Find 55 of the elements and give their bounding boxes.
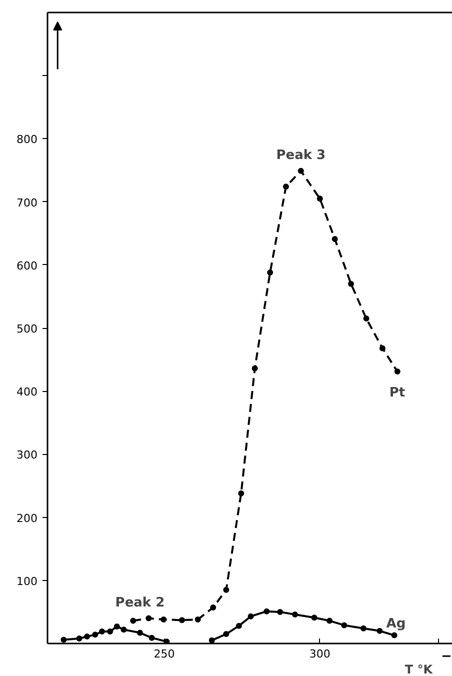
- y-tick-label: 700: [16, 196, 38, 210]
- point: [130, 618, 136, 624]
- point: [236, 622, 242, 629]
- point: [298, 168, 304, 174]
- point: [316, 196, 323, 202]
- y-tick-label: 400: [16, 386, 38, 399]
- point: [277, 608, 284, 615]
- point: [223, 631, 230, 638]
- point: [114, 623, 120, 630]
- y-tick-label: 800: [16, 133, 38, 146]
- point: [60, 636, 67, 643]
- point: [84, 634, 90, 640]
- point: [210, 604, 216, 611]
- y-tick-label: 300: [16, 448, 38, 462]
- point: [248, 613, 254, 620]
- point: [282, 184, 289, 190]
- point: [379, 345, 386, 352]
- point: [120, 626, 127, 633]
- point: [238, 490, 244, 496]
- point: [341, 622, 348, 628]
- annotation: Peak 2: [115, 595, 165, 610]
- x-tick-label: 250: [154, 648, 175, 660]
- point: [107, 628, 114, 635]
- series-label: Pt: [389, 386, 406, 401]
- point: [267, 269, 274, 276]
- point: [194, 616, 201, 623]
- point: [252, 365, 258, 372]
- y-tick-label: 200: [16, 512, 38, 525]
- point: [360, 625, 366, 632]
- point: [98, 628, 105, 635]
- series-label: Ag: [386, 616, 406, 632]
- point: [148, 634, 155, 641]
- y-tick-label: 500: [16, 322, 38, 336]
- point: [292, 611, 298, 618]
- point: [332, 236, 338, 242]
- annotation: Peak 3: [276, 148, 326, 163]
- point: [326, 618, 333, 624]
- point: [76, 635, 82, 642]
- point: [136, 630, 143, 636]
- point: [348, 280, 354, 287]
- point: [208, 637, 215, 644]
- x-axis-title: T °K: [404, 662, 434, 676]
- point: [376, 628, 383, 634]
- point: [92, 632, 98, 638]
- point: [394, 368, 400, 375]
- point: [264, 608, 270, 614]
- point: [178, 617, 185, 624]
- point: [146, 615, 152, 622]
- point: [363, 316, 370, 322]
- point: [160, 616, 167, 623]
- y-tick-label: 600: [16, 259, 38, 272]
- point: [311, 614, 318, 621]
- y-tick-label: 100: [16, 574, 38, 588]
- point: [223, 586, 230, 593]
- point: [391, 632, 398, 638]
